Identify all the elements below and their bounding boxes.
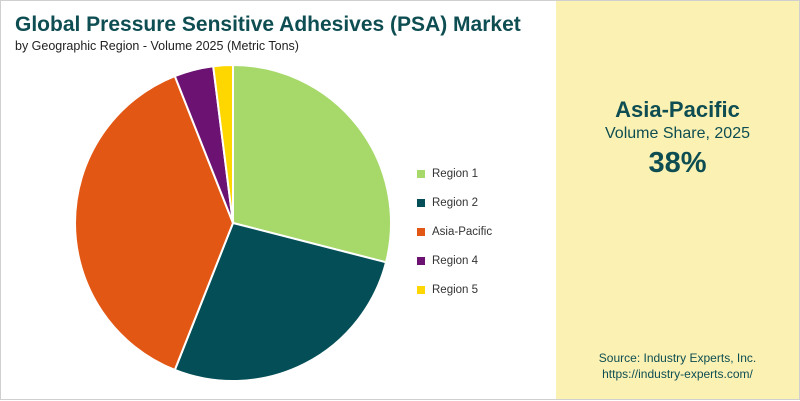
legend-swatch [417,256,425,265]
legend-item: Region 5 [417,275,492,304]
source-block: Source: Industry Experts, Inc. https://i… [556,350,799,382]
legend-item: Region 2 [417,188,492,217]
pie-slice-region-2 [173,221,388,382]
chart-title: Global Pressure Sensitive Adhesives (PSA… [15,13,521,36]
legend-item: Asia-Pacific [417,217,492,246]
legend-swatch [417,227,425,236]
legend-item: Region 4 [417,246,492,275]
legend-swatch [417,169,425,178]
legend-swatch [417,285,425,294]
highlight-share-label: Volume Share, 2025 [605,125,750,142]
chart-legend: Region 1 Region 2 Asia-Pacific Region 4 Regi… [417,159,492,304]
legend-item: Region 1 [417,159,492,188]
pie-slice-asia-pacific [74,74,235,372]
legend-swatch [417,198,425,207]
pie-slice-region-5 [212,63,234,224]
legend-label: Asia-Pacific [432,225,493,238]
legend-label: Region 2 [432,196,479,209]
highlight-share-value: 38% [648,147,707,179]
highlight-panel: Asia-Pacific Volume Share, 2025 38% Sour… [556,1,799,399]
source-line: Source: Industry Experts, Inc. [598,351,757,365]
pie-slice-region-1 [232,63,392,264]
legend-label: Region 4 [432,254,479,267]
chart-subtitle: by Geographic Region - Volume 2025 (Metr… [15,39,299,53]
highlight-region: Asia-Pacific [615,97,740,122]
source-url: https://industry-experts.com/ [602,367,753,381]
pie-chart [74,63,392,382]
legend-label: Region 5 [432,283,479,296]
legend-label: Region 1 [432,167,479,180]
